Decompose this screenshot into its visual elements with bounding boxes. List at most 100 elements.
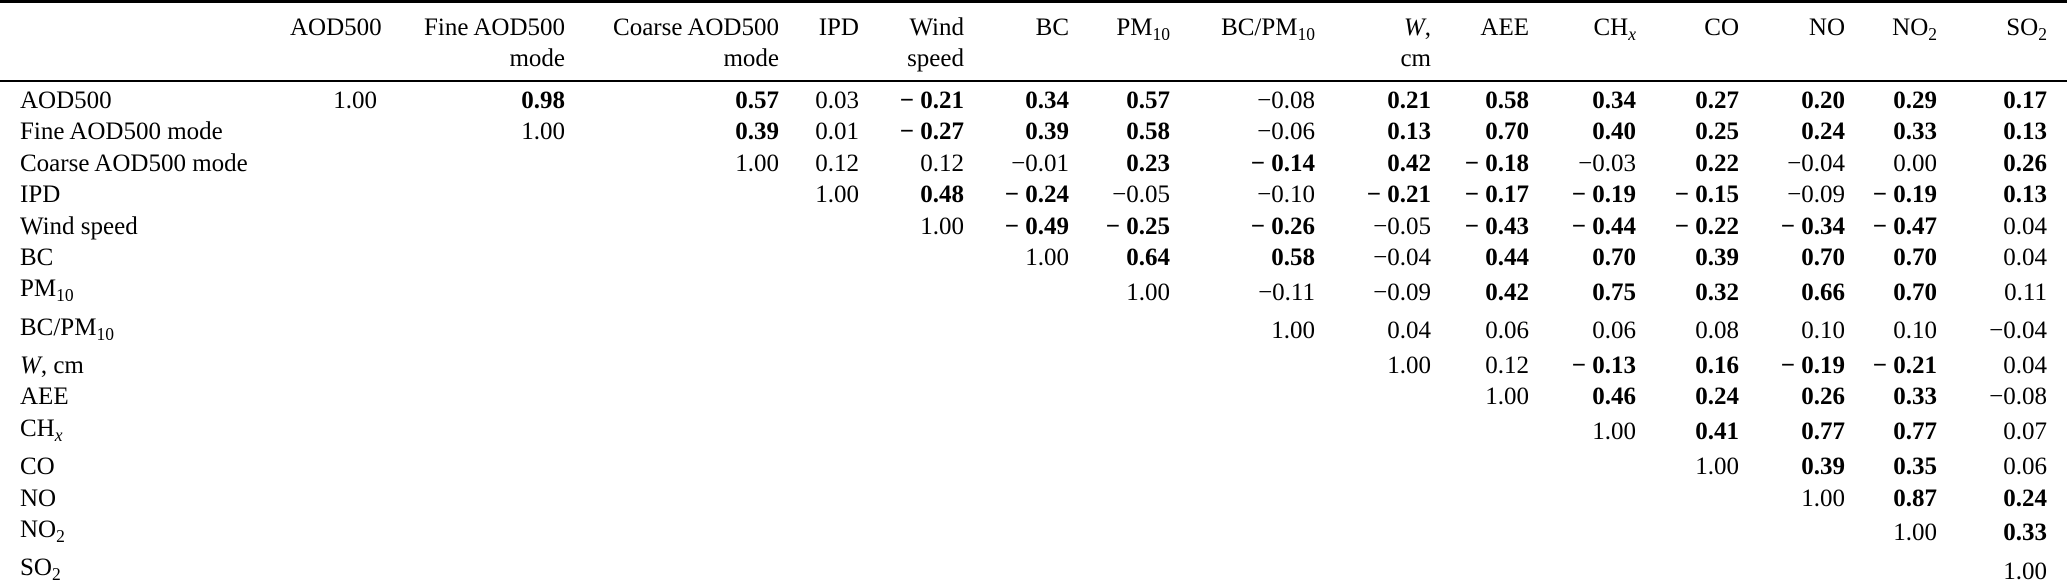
cell: −0.04 bbox=[1739, 148, 1845, 179]
correlation-value: 0.58 bbox=[1126, 118, 1170, 146]
cell: 0.24 bbox=[1739, 116, 1845, 147]
label-part: NO bbox=[20, 484, 57, 512]
correlation-value: 1.00 bbox=[2003, 557, 2047, 583]
cell: − 0.44 bbox=[1529, 211, 1636, 242]
cell bbox=[859, 350, 964, 381]
cell: − 0.18 bbox=[1431, 148, 1529, 179]
cell: − 0.14 bbox=[1170, 148, 1315, 179]
correlation-value: 0.35 bbox=[1893, 453, 1937, 481]
label-part: BC/PM bbox=[1221, 14, 1298, 41]
cell: 0.00 bbox=[1845, 148, 1937, 179]
corner-cell bbox=[0, 2, 290, 82]
cell bbox=[964, 514, 1069, 552]
cell bbox=[1315, 483, 1431, 514]
correlation-value: 1.00 bbox=[1025, 244, 1069, 272]
cell: 0.04 bbox=[1937, 211, 2067, 242]
cell bbox=[1170, 350, 1315, 381]
col-header-line: SO2 bbox=[1937, 12, 2047, 50]
correlation-value: 0.39 bbox=[1695, 244, 1739, 272]
label-part: AOD500 bbox=[20, 87, 112, 114]
cell: 1.00 bbox=[1170, 312, 1315, 350]
label-part: x bbox=[54, 424, 63, 445]
correlation-value: 1.00 bbox=[1893, 519, 1937, 547]
cell: 0.16 bbox=[1636, 350, 1739, 381]
table-header: AOD500 Fine AOD500 mode Coarse AOD500 mode IP… bbox=[0, 2, 2067, 82]
cell: 0.57 bbox=[1069, 81, 1170, 116]
cell: 0.06 bbox=[1431, 312, 1529, 350]
correlation-value: 0.07 bbox=[2003, 418, 2047, 446]
cell bbox=[964, 381, 1069, 412]
cell bbox=[779, 211, 859, 242]
cell: 0.26 bbox=[1739, 381, 1845, 412]
col-header-no2: NO2 bbox=[1845, 2, 1937, 82]
cell bbox=[290, 451, 377, 482]
header-row: AOD500 Fine AOD500 mode Coarse AOD500 mode IP… bbox=[0, 2, 2067, 82]
label-part: Wind speed bbox=[20, 212, 138, 240]
cell bbox=[1069, 483, 1170, 514]
cell bbox=[377, 552, 565, 583]
correlation-value: − 0.43 bbox=[1464, 212, 1529, 240]
cell bbox=[779, 242, 859, 273]
cell bbox=[565, 179, 779, 210]
row-label-aod500: AOD500 bbox=[0, 81, 290, 116]
cell bbox=[859, 242, 964, 273]
cell: 0.21 bbox=[1315, 81, 1431, 116]
correlation-value: 1.00 bbox=[1801, 484, 1845, 512]
cell bbox=[565, 242, 779, 273]
cell bbox=[964, 451, 1069, 482]
cell: 0.17 bbox=[1937, 81, 2067, 116]
cell bbox=[377, 413, 565, 451]
correlation-value: − 0.22 bbox=[1674, 212, 1739, 240]
cell bbox=[1069, 381, 1170, 412]
cell: 0.20 bbox=[1739, 81, 1845, 116]
label-part: W bbox=[20, 352, 41, 380]
cell: − 0.43 bbox=[1431, 211, 1529, 242]
row-label-co: CO bbox=[0, 451, 290, 482]
cell bbox=[377, 273, 565, 311]
correlation-value: 0.23 bbox=[1126, 149, 1170, 177]
correlation-value: 0.33 bbox=[2003, 519, 2047, 547]
cell bbox=[565, 451, 779, 482]
cell: − 0.47 bbox=[1845, 211, 1937, 242]
cell bbox=[1636, 552, 1739, 583]
col-header-bc-pm10: BC/PM10 bbox=[1170, 2, 1315, 82]
table-row-bc: BC 1.00 0.64 0.58 −0.04 0.44 0.70 0.39 0.70 0.70 0… bbox=[0, 242, 2067, 273]
label-part: x bbox=[1628, 23, 1636, 44]
table-row-co: CO 1.00 0.39 0.35 0.06 bbox=[0, 451, 2067, 482]
correlation-value: 0.10 bbox=[1801, 317, 1845, 345]
correlation-value: 0.44 bbox=[1485, 244, 1529, 272]
label-part: , cm bbox=[40, 352, 84, 380]
correlation-value: 0.48 bbox=[920, 181, 964, 209]
cell bbox=[1845, 552, 1937, 583]
cell: 0.75 bbox=[1529, 273, 1636, 311]
label-part: PM bbox=[1116, 14, 1153, 41]
correlation-value: − 0.21 bbox=[1872, 352, 1937, 380]
cell: 0.01 bbox=[779, 116, 859, 147]
correlation-value: 0.06 bbox=[2003, 453, 2047, 481]
cell: 0.11 bbox=[1937, 273, 2067, 311]
cell: − 0.25 bbox=[1069, 211, 1170, 242]
correlation-value: − 0.44 bbox=[1571, 212, 1636, 240]
correlation-value: − 0.26 bbox=[1250, 212, 1315, 240]
cell bbox=[1170, 413, 1315, 451]
cell: 1.00 bbox=[779, 179, 859, 210]
correlation-value: 0.57 bbox=[735, 87, 779, 114]
label-part: IPD bbox=[818, 14, 859, 41]
cell: 1.00 bbox=[1529, 413, 1636, 451]
correlation-value: 0.16 bbox=[1695, 352, 1739, 380]
cell: 0.39 bbox=[565, 116, 779, 147]
cell: 0.39 bbox=[964, 116, 1069, 147]
correlation-value: − 0.47 bbox=[1872, 212, 1937, 240]
cell: 0.58 bbox=[1170, 242, 1315, 273]
cell bbox=[377, 148, 565, 179]
correlation-value: 0.08 bbox=[1695, 317, 1739, 345]
label-part: CO bbox=[1704, 14, 1739, 41]
cell bbox=[779, 552, 859, 583]
correlation-value: 0.26 bbox=[1801, 383, 1845, 411]
correlation-value: 0.13 bbox=[2003, 181, 2047, 209]
cell bbox=[779, 273, 859, 311]
col-header-line: mode bbox=[565, 43, 779, 74]
cell: 0.46 bbox=[1529, 381, 1636, 412]
cell: 0.24 bbox=[1937, 483, 2067, 514]
correlation-value: 0.01 bbox=[815, 118, 859, 146]
